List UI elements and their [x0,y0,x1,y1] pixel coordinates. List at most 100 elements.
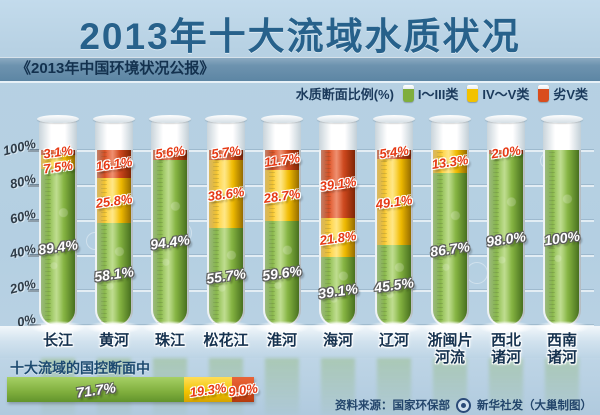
tube-glass-top [429,115,471,150]
tube-segment-yellow [377,159,411,246]
category-label: 海河 [304,332,372,349]
tube [487,150,525,327]
tube-segment-green [97,223,131,325]
legend-label: 水质断面比例(%) [295,87,394,102]
tube-glass-top [373,115,415,150]
category-label: 西南 诸河 [528,332,596,366]
tube-segment-yellow [265,170,299,221]
tube-base-puddle [199,321,253,334]
gridline-100 [28,149,594,152]
tube-column-6: 39.1% 21.8% 39.1% 海河 [310,115,366,378]
gridline-20 [28,289,594,292]
tube-column-7: 5.4% 49.1% 45.5% 辽河 [366,115,422,378]
tube-segment-red [489,150,523,154]
category-label: 淮河 [248,332,316,349]
tube-segment-yellow [97,178,131,224]
source-credit-right: 新华社发（大巢制图） [477,400,592,412]
tube-segment-green [377,245,411,325]
tube-column-2: 16.1% 25.8% 58.1% 黄河 [86,115,142,378]
tube-column-1: 3.1% 7.5% 89.4% 长江 [30,115,86,378]
tube-glass-top [205,115,247,150]
tube-glass-top [149,115,191,150]
tube-segment-yellow [209,159,243,228]
tube-base-puddle [535,321,589,334]
tube-reflection [377,358,411,415]
legend-item: I～III类 [402,84,458,103]
page-title: 2013年十大流域水质状况 [79,16,521,57]
gridline-60 [28,219,594,222]
tube [543,150,581,327]
summary-segment-green: 71.7% [7,377,185,402]
tube-column-3: 5.6% 94.4% 珠江 [142,115,198,378]
tube-base-puddle [367,321,421,334]
category-label-line: 河流 [434,349,465,366]
category-label-line: 浙闽片 [427,332,473,349]
tube-base-puddle [255,321,309,334]
category-label-line: 诸河 [490,349,521,366]
tube-segment-green [153,159,187,325]
tube-column-5: 11.7% 28.7% 59.6% 淮河 [254,115,310,378]
summary-heading: 十大流域的国控断面中 [10,360,150,376]
gridline-80 [28,184,594,187]
category-label-line: 松花江 [203,332,249,349]
category-label-line: 辽河 [378,332,409,349]
legend-item: IV～V类 [467,84,529,103]
category-label: 珠江 [136,332,204,349]
tube-base-puddle [311,321,365,334]
source-credit: 资料来源：国家环保部 新华社发（大巢制图） [335,397,592,413]
tube-column-10: 100% 西南 诸河 [534,115,590,378]
summary-percent-label: 9.0% [227,380,259,399]
subtitle-banner: 《2013年中国环境状况公报》 [0,57,600,81]
tube-base-puddle [479,321,533,334]
tube-segment-red [265,150,299,171]
tube [375,150,413,327]
tube-base-puddle [143,321,197,334]
test-tube-swatch-yellow-icon [467,85,479,102]
summary-bar: 71.7% 19.3% 9.0% [7,377,259,402]
tube-segment-red [377,150,411,160]
tube-glass-top [37,115,79,150]
summary-segment-red: 9.0% [227,377,259,402]
tube-glass-top [317,115,359,150]
category-label: 黄河 [80,332,148,349]
tube-column-4: 5.7% 38.6% 55.7% 松花江 [198,115,254,378]
tube-segment-green [433,173,467,325]
category-label-line: 长江 [42,332,73,349]
source-credit-left: 资料来源：国家环保部 [335,400,450,412]
summary-percent-label: 71.7% [74,378,117,401]
tube-segment-green [545,150,579,325]
tube-segment-yellow [41,155,75,169]
tube [95,150,133,327]
category-label: 长江 [24,332,92,349]
xinhua-emblem-icon [456,397,471,413]
tube-segment-green [489,153,523,325]
tube-reflection [321,358,355,415]
tube-base-puddle [423,321,477,334]
legend-item: 劣V类 [538,84,588,103]
tube-reflection [265,358,299,415]
tube-columns: 3.1% 7.5% 89.4% 长江 16.1% 25.8% 58.1% 黄河 5.6% 94.4… [30,115,590,378]
tube-column-9: 2.0% 98.0% 西北 诸河 [478,115,534,378]
category-label-line: 诸河 [546,349,577,366]
chart-legend: 水质断面比例(%) I～III类 IV～V类 劣V类 [296,84,588,103]
tube-segment-green [41,168,75,325]
tube-glass-top [541,115,583,150]
category-label: 浙闽片 河流 [416,332,484,366]
tube-segment-yellow [321,218,355,257]
category-label-line: 珠江 [154,332,185,349]
tube [151,150,189,327]
tube-segment-red [209,150,243,160]
summary-segment-yellow: 19.3% [184,377,232,402]
tube-base-puddle [87,321,141,334]
tube [207,150,245,327]
category-label-line: 淮河 [266,332,297,349]
tube [319,150,357,327]
summary-percent-label: 19.3% [188,379,228,400]
tube [263,150,301,327]
category-label: 辽河 [360,332,428,349]
gridline-40 [28,254,594,257]
category-label: 松花江 [192,332,260,349]
category-label: 西北 诸河 [472,332,540,366]
tube-glass-top [485,115,527,150]
tube-segment-green [209,227,243,325]
